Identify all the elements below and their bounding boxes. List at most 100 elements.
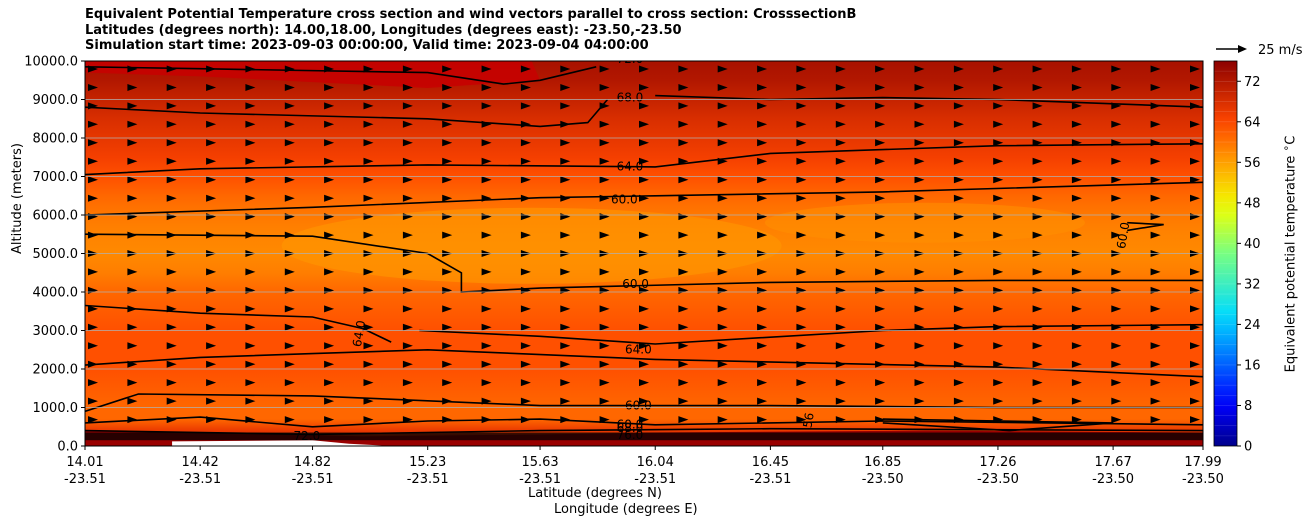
wind-vector [993,379,1004,387]
wind-vector [757,379,768,387]
wind-vector [599,120,610,128]
wind-vector [166,342,177,350]
wind-vector [1032,102,1043,110]
wind-vector [678,231,689,239]
x-tick-label-lon: -23.50 [1182,472,1224,487]
wind-vector [599,397,610,405]
wind-vector [678,84,689,91]
wind-vector [402,120,413,128]
wind-vector [560,397,571,405]
wind-vector [953,176,964,184]
wind-vector [324,176,335,184]
wind-vector [560,416,571,424]
wind-vector [88,65,98,73]
wind-vector [757,102,768,110]
wind-vector [796,84,807,91]
wind-vector [993,120,1004,128]
wind-vector [481,102,492,110]
wind-vector [206,342,217,350]
wind-vector [757,157,768,165]
wind-vector [560,194,571,202]
wind-vector [1150,360,1161,368]
wind-vector [953,65,964,73]
wind-vector [1190,139,1200,147]
wind-vector [402,416,413,424]
wind-vector [245,268,256,276]
x-tick-label-lat: 14.01 [66,455,103,470]
wind-vector [363,305,374,313]
wind-vector [757,360,768,368]
wind-vector [284,120,295,128]
wind-vector [324,305,335,313]
x-tick-label-lat: 17.26 [979,455,1016,470]
wind-vector [835,120,846,128]
wind-vector [245,323,256,331]
wind-vector [402,65,413,73]
wind-vector [481,65,492,73]
wind-vector [88,120,98,128]
wind-vector [324,268,335,276]
y-axis-label: Altitude (meters) [10,143,25,254]
wind-vector [914,323,925,331]
wind-vector [245,416,256,424]
wind-vector [520,231,531,239]
wind-vector [717,323,728,331]
wind-vector [284,194,295,202]
wind-vector [599,305,610,313]
wind-vector [481,194,492,202]
wind-vector [442,176,453,184]
wind-vector [560,323,571,331]
wind-vector [1111,360,1122,368]
wind-vector [757,231,768,239]
wind-vector [1071,231,1082,239]
wind-vector [993,84,1004,91]
wind-vector [88,360,98,368]
theta-e-upper-max [85,61,541,88]
wind-vector [796,416,807,424]
wind-vector [1111,323,1122,331]
wind-vector [520,120,531,128]
wind-vector [1190,379,1200,387]
wind-vector [481,360,492,368]
wind-vector [1150,157,1161,165]
wind-vector [757,342,768,350]
wind-vector [363,139,374,147]
wind-vector [127,379,138,387]
x-tick-label-lon: -23.51 [634,472,676,487]
wind-vector [560,342,571,350]
contour-label: 72.0 [294,429,321,443]
wind-vector [245,194,256,202]
wind-vector [402,360,413,368]
wind-vector [481,305,492,313]
wind-vector [166,305,177,313]
wind-vector [993,323,1004,331]
wind-vector [1111,84,1122,91]
wind-vector [914,342,925,350]
wind-vector [835,194,846,202]
wind-vector [560,139,571,147]
wind-vector [1032,84,1043,91]
wind-vector [796,120,807,128]
y-tick-label: 8000.0 [33,132,79,147]
title-line-3: Simulation start time: 2023-09-03 00:00:… [85,38,649,53]
wind-vector [914,379,925,387]
wind-vector [1190,176,1200,184]
x-tick-label-lon: -23.51 [519,472,561,487]
wind-vector [1071,268,1082,276]
theta-e-core-minimum-east [764,202,1085,243]
wind-vector [284,323,295,331]
wind-vector [166,139,177,147]
wind-vector [757,84,768,91]
wind-vector [245,176,256,184]
wind-vector [402,342,413,350]
wind-vector [875,323,886,331]
wind-vector [206,397,217,405]
wind-vector [442,305,453,313]
wind-vector [324,65,335,73]
wind-vector [560,305,571,313]
wind-vector [88,397,98,405]
wind-vector [442,379,453,387]
wind-vector [363,65,374,73]
wind-vector [442,194,453,202]
wind-vector [88,84,98,91]
